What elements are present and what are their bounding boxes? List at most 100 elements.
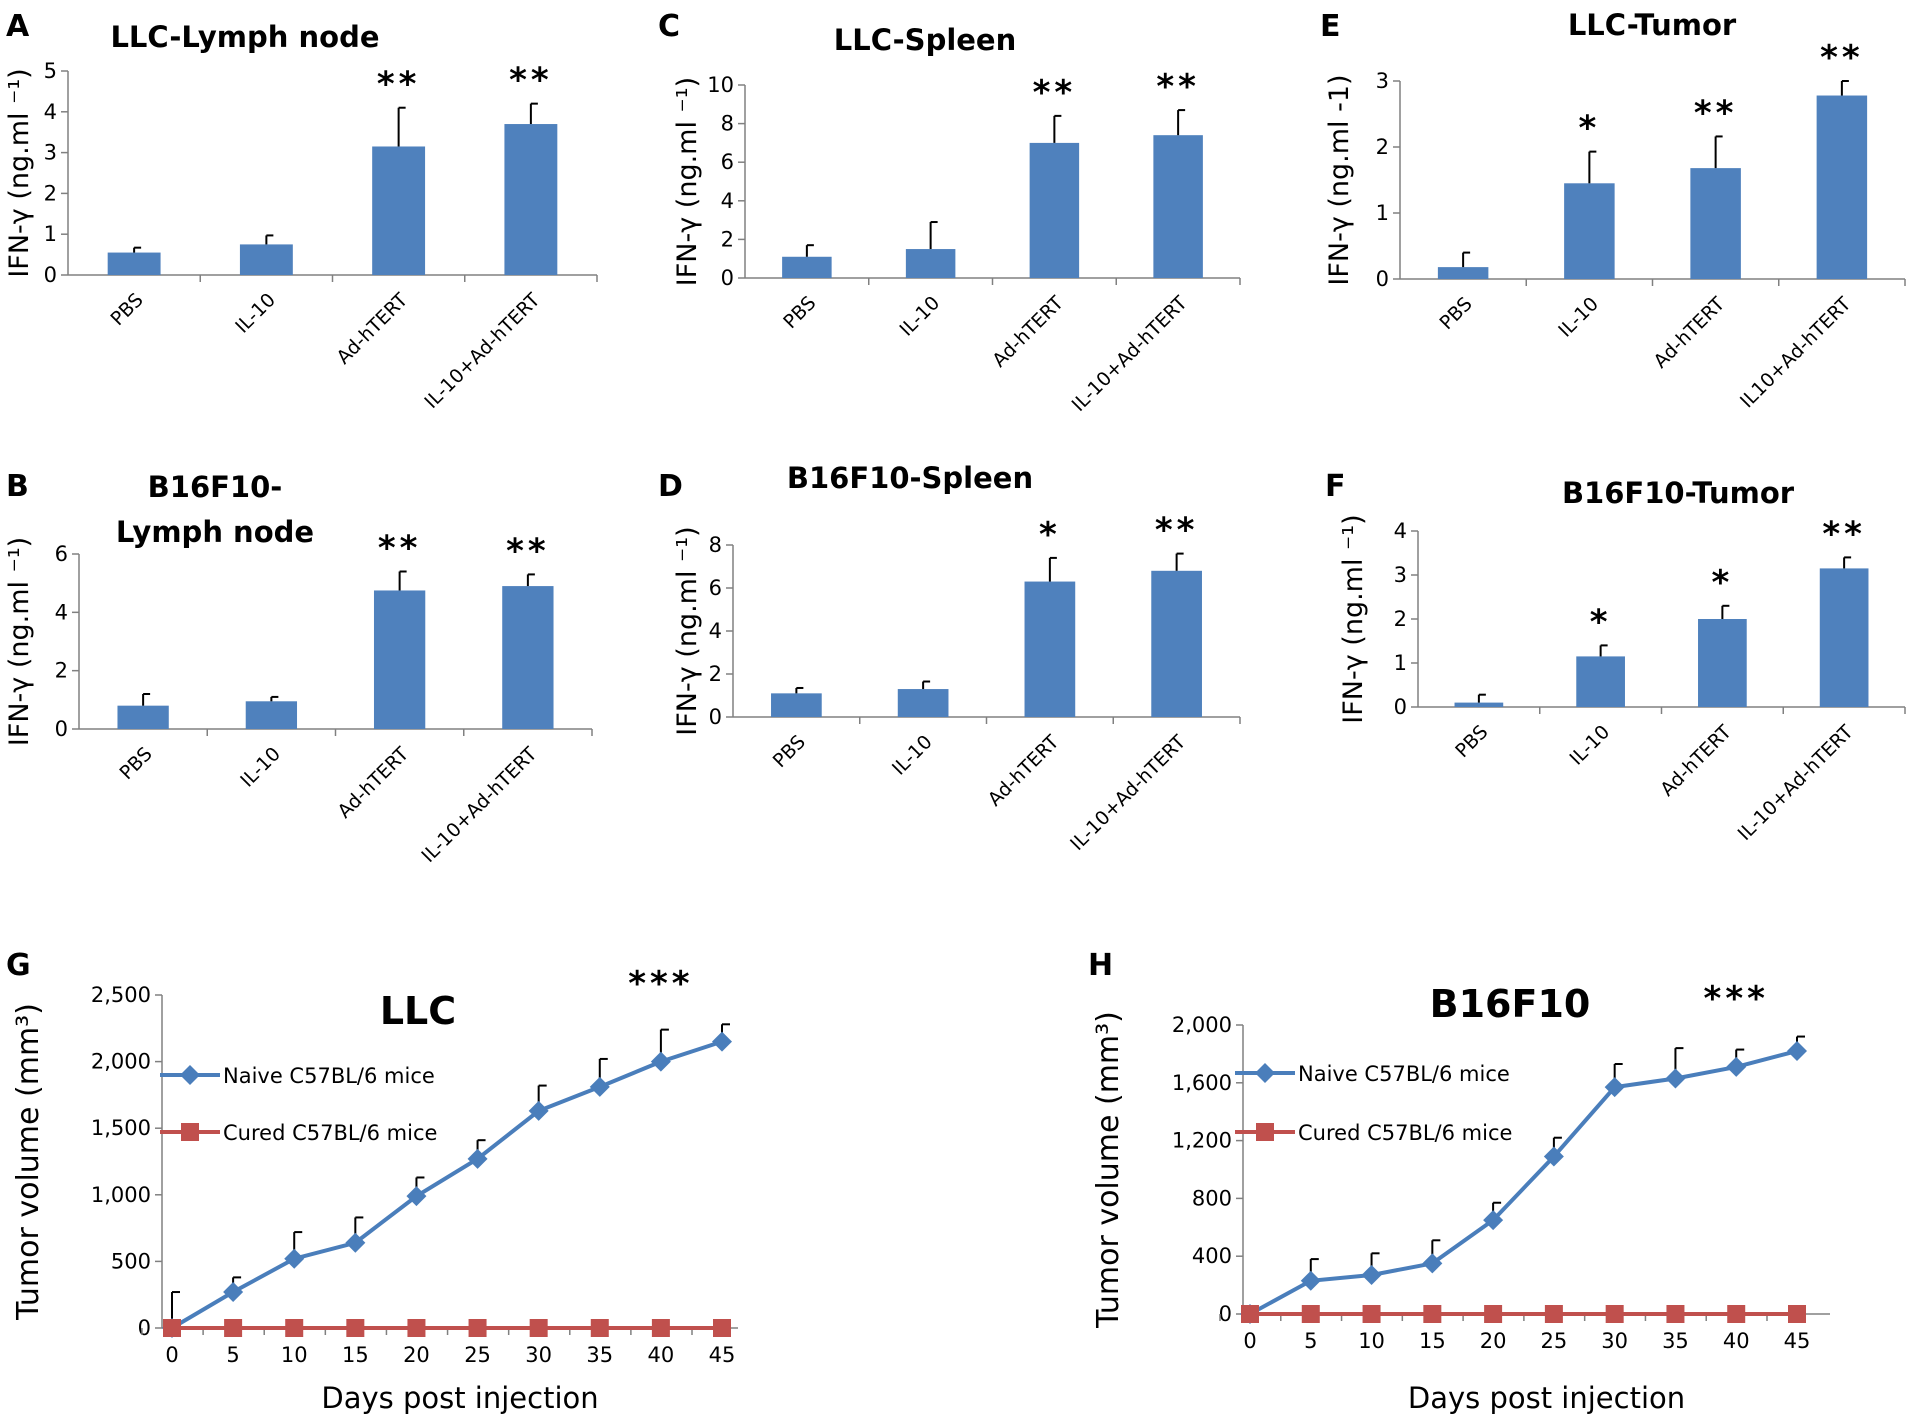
bar <box>239 244 293 275</box>
y-tick-label: 0 <box>709 705 722 729</box>
series-line <box>170 1039 723 1330</box>
x-tick-label: 5 <box>226 1343 239 1367</box>
y-tick-label: 1 <box>44 222 57 246</box>
x-category-label: PBS <box>115 743 156 784</box>
bar <box>1816 95 1868 280</box>
data-point <box>467 1148 488 1169</box>
data-point <box>712 1031 732 1052</box>
x-category-label: Ad-hTERT <box>984 731 1064 811</box>
bar <box>107 252 161 275</box>
panel-letter: E <box>1320 9 1341 44</box>
x-category-label: IL-10 <box>895 292 944 341</box>
panel-H: H B16F10 Tumor volume (mm³) Days post injec… <box>1088 948 1830 1415</box>
data-point <box>1361 1264 1382 1285</box>
panel-title: B16F10-Spleen <box>787 461 1033 495</box>
significance-marker: ** <box>377 65 421 105</box>
y-tick-label: 6 <box>55 542 68 566</box>
bar <box>771 693 822 717</box>
x-tick-label: 10 <box>1358 1329 1385 1353</box>
x-tick-label: 45 <box>709 1343 736 1367</box>
significance-marker: *** <box>628 964 693 1004</box>
panel-A: A LLC-Lymph node IFN-γ (ng.ml ⁻¹) 0 1 2 3 4 5 PBS… <box>4 9 598 413</box>
y-tick-label: 2 <box>55 659 68 683</box>
data-point <box>1423 1305 1442 1323</box>
bar <box>905 249 956 278</box>
panel-title: LLC-Spleen <box>834 23 1017 57</box>
data-point <box>163 1319 181 1337</box>
panel-title: B16F10-Tumor <box>1562 476 1795 510</box>
bar <box>1698 619 1747 707</box>
bar <box>1029 142 1080 278</box>
bar <box>897 689 949 717</box>
y-tick-label: 4 <box>709 619 722 643</box>
bar <box>1151 570 1202 717</box>
x-category-label: Ad-hTERT <box>1649 293 1729 373</box>
panel-letter: G <box>6 948 31 983</box>
bar <box>1564 183 1615 279</box>
x-category-label: IL-10+Ad-hTERT <box>1734 721 1858 845</box>
y-tick-label: 0 <box>721 266 734 290</box>
y-tick-label: 2 <box>1376 135 1389 159</box>
y-tick-label: 0 <box>1219 1302 1232 1326</box>
significance-marker: ** <box>509 61 553 101</box>
y-tick-label: 1,200 <box>1172 1129 1232 1153</box>
data-point <box>589 1076 610 1097</box>
y-tick-label: 400 <box>1192 1244 1232 1268</box>
significance-marker: ** <box>1694 93 1738 133</box>
y-tick-label: 2,000 <box>1172 1013 1232 1037</box>
x-category-label: IL10+Ad-hTERT <box>1736 293 1856 413</box>
panel-letter: D <box>658 469 683 504</box>
data-point <box>1727 1305 1746 1323</box>
x-tick-label: 40 <box>1723 1329 1750 1353</box>
significance-marker: ** <box>1033 73 1077 113</box>
x-category-label: PBS <box>1451 721 1492 762</box>
legend-label: Cured C57BL/6 mice <box>223 1121 437 1145</box>
x-category-label: PBS <box>1435 293 1476 334</box>
significance-marker: *** <box>1704 979 1769 1019</box>
y-tick-label: 800 <box>1192 1186 1232 1210</box>
y-tick-label: 4 <box>44 100 57 124</box>
data-point <box>1726 1056 1747 1077</box>
data-point <box>224 1319 243 1337</box>
bar <box>504 124 558 275</box>
x-tick-label: 0 <box>165 1343 178 1367</box>
data-point <box>1241 1305 1259 1323</box>
data-point <box>1787 1041 1807 1062</box>
x-tick-label: 15 <box>342 1343 369 1367</box>
bar <box>1153 135 1203 278</box>
y-tick-label: 2 <box>1394 607 1407 631</box>
y-axis-label: IFN-γ (ng.ml ⁻¹) <box>672 526 703 735</box>
significance-marker: ** <box>1156 67 1200 107</box>
y-tick-label: 10 <box>707 73 734 97</box>
data-point <box>650 1051 671 1072</box>
data-point <box>468 1319 487 1337</box>
panel-letter: F <box>1325 469 1346 504</box>
y-tick-label: 0 <box>44 263 57 287</box>
y-tick-label: 1,000 <box>91 1183 151 1207</box>
y-tick-label: 0 <box>1376 267 1389 291</box>
panel-G: G LLC Tumor volume (mm³) Days post injectio… <box>6 948 738 1415</box>
data-point <box>1483 1210 1504 1231</box>
panel-letter: B <box>6 469 29 504</box>
panel-D: D B16F10-Spleen IFN-γ (ng.ml ⁻¹) 0 2 4 6 8 PBS IL… <box>658 461 1241 855</box>
x-category-label: IL-10 <box>1554 293 1603 342</box>
panel-B: B B16F10- Lymph node IFN-γ (ng.ml ⁻¹) 0 2 4 6 PB… <box>4 469 593 867</box>
y-axis-label: IFN-γ (ng.ml ⁻¹) <box>4 537 35 746</box>
data-point <box>529 1319 548 1337</box>
legend-marker <box>1256 1123 1274 1141</box>
panel-C: C LLC-Spleen IFN-γ (ng.ml ⁻¹) 0 2 4 6 8 10 PBS IL-… <box>658 9 1241 416</box>
bar <box>117 705 169 729</box>
x-tick-label: 35 <box>586 1343 613 1367</box>
significance-marker: ** <box>1155 511 1199 551</box>
x-category-label: Ad-hTERT <box>332 289 412 369</box>
x-tick-label: 0 <box>1243 1329 1256 1353</box>
y-tick-label: 4 <box>55 600 68 624</box>
x-tick-label: 5 <box>1304 1329 1317 1353</box>
data-point <box>528 1100 549 1121</box>
x-tick-label: 10 <box>281 1343 308 1367</box>
significance-marker: * <box>1578 109 1600 149</box>
significance-marker: * <box>1039 515 1061 555</box>
data-point <box>1665 1068 1686 1089</box>
bar <box>1819 568 1869 707</box>
x-category-label: IL-10 <box>888 731 937 780</box>
